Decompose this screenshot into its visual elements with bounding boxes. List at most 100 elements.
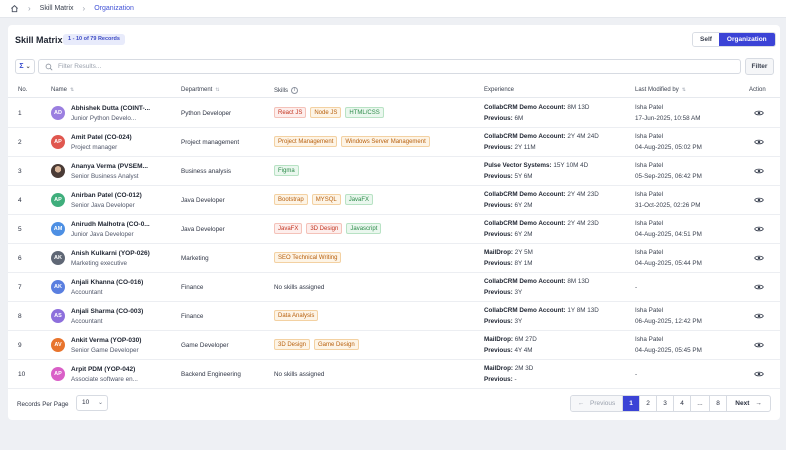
table-row[interactable]: 8 AS Anjali Sharma (CO-003) Accountant Finan…: [8, 302, 780, 331]
experience-company: CollabCRM Demo Account:: [484, 133, 566, 140]
sort-icon[interactable]: ⇅: [70, 87, 75, 93]
table-row[interactable]: 9 AV Ankit Verma (YOP-030) Senior Game Deve…: [8, 331, 780, 360]
employee-name[interactable]: Amit Patel (CO-024): [71, 134, 132, 141]
column-header-name[interactable]: Name ⇅: [51, 87, 74, 93]
view-eye-icon[interactable]: [754, 370, 764, 378]
avatar: [51, 164, 65, 178]
skill-tag: JavaFX: [344, 194, 374, 205]
table-row[interactable]: 7 AK Anjali Khanna (CO-016) Accountant Finan…: [8, 273, 780, 302]
experience-company: CollabCRM Demo Account:: [484, 220, 566, 227]
sort-icon[interactable]: ⇅: [215, 87, 220, 93]
skills-list: Figma: [274, 165, 299, 176]
view-eye-icon[interactable]: [754, 283, 764, 291]
skill-tag: Windows Server Management: [341, 136, 430, 147]
table-row[interactable]: 5 AM Anirudh Malhotra (CO-0... Junior Java …: [8, 215, 780, 244]
page-button[interactable]: 2: [640, 396, 657, 411]
current-experience: CollabCRM Demo Account: 8M 13D: [484, 104, 589, 111]
column-header-last-modified[interactable]: Last Modified by ⇅: [635, 87, 686, 93]
previous-label: Previous:: [484, 173, 513, 180]
skills-list: SEO Technical Writing: [274, 252, 342, 263]
view-eye-icon[interactable]: [754, 254, 764, 262]
skill-tag: Game Design: [314, 339, 359, 350]
employee-name[interactable]: Arpit PDM (YOP-042): [71, 366, 136, 373]
self-view-button[interactable]: Self: [693, 33, 719, 46]
last-modified-at: 04-Aug-2025, 04:51 PM: [635, 231, 702, 238]
no-skills-text: No skills assigned: [274, 284, 325, 291]
table-row[interactable]: 3 Ananya Verma (PVSEM... Senior Business A…: [8, 157, 780, 186]
column-header-experience: Experience: [484, 87, 514, 93]
column-label: Department: [181, 87, 213, 93]
column-label: Skills: [274, 87, 289, 94]
aggregate-dropdown-button[interactable]: Σ ⌄: [15, 59, 35, 74]
previous-label: Previous:: [484, 231, 513, 238]
employee-name[interactable]: Anish Kulkarni (YOP-026): [71, 250, 150, 257]
employee-role: Senior Java Developer: [71, 202, 135, 209]
employee-name[interactable]: Ankit Verma (YOP-030): [71, 337, 142, 344]
breadcrumb-skill-matrix[interactable]: Skill Matrix: [39, 5, 74, 12]
employee-name[interactable]: Anirban Patel (CO-012): [71, 192, 142, 199]
employee-name[interactable]: Abhishek Dutta (COINT-...: [71, 105, 151, 112]
page-button[interactable]: 1: [623, 396, 640, 411]
department-text: Business analysis: [181, 168, 232, 175]
department-text: Finance: [181, 284, 204, 291]
table-row[interactable]: 4 AP Anirban Patel (CO-012) Senior Java Dev…: [8, 186, 780, 215]
table-row[interactable]: 1 AD Abhishek Dutta (COINT-... Junior Pytho…: [8, 99, 780, 128]
row-number: 8: [18, 313, 22, 320]
employee-name[interactable]: Anjali Sharma (CO-003): [71, 308, 144, 315]
experience-duration: 2M 3D: [514, 365, 534, 372]
table-row[interactable]: 6 AK Anish Kulkarni (YOP-026) Marketing exe…: [8, 244, 780, 273]
breadcrumb-organization[interactable]: Organization: [94, 5, 134, 12]
view-eye-icon[interactable]: [754, 167, 764, 175]
filter-button[interactable]: Filter: [745, 58, 774, 75]
breadcrumb-bar: › Skill Matrix › Organization: [0, 0, 786, 18]
page-button[interactable]: 3: [657, 396, 674, 411]
current-experience: MailDrop: 2M 3D: [484, 365, 533, 372]
view-eye-icon[interactable]: [754, 109, 764, 117]
avatar: AK: [51, 280, 65, 294]
experience-duration: 6M 27D: [514, 336, 537, 343]
arrow-right-icon: →: [755, 400, 762, 407]
skills-list: Project Management Windows Server Managem…: [274, 136, 430, 147]
avatar: AV: [51, 338, 65, 352]
search-input[interactable]: [58, 63, 658, 70]
sort-icon[interactable]: ⇅: [681, 87, 686, 93]
page-button[interactable]: 4: [674, 396, 691, 411]
experience-company: MailDrop:: [484, 249, 514, 256]
skill-tag: 3D Design: [274, 339, 311, 350]
previous-label: Previous:: [484, 347, 513, 354]
previous-duration: 6Y 2M: [514, 231, 533, 238]
records-count-badge: 1 - 10 of 79 Records: [63, 34, 125, 45]
experience-company: Pulse Vector Systems:: [484, 162, 552, 169]
sigma-icon: Σ: [19, 63, 24, 70]
column-header-department[interactable]: Department ⇅: [181, 87, 220, 93]
previous-duration: 2Y 11M: [514, 144, 536, 151]
department-text: Python Developer: [181, 110, 232, 117]
previous-page-button[interactable]: ← Previous: [571, 396, 623, 411]
view-eye-icon[interactable]: [754, 225, 764, 233]
last-modified-by: Isha Patel: [635, 336, 664, 343]
home-icon[interactable]: [10, 4, 19, 13]
employee-name[interactable]: Anjali Khanna (CO-016): [71, 279, 144, 286]
row-number: 10: [18, 371, 26, 378]
next-page-button[interactable]: Next →: [727, 396, 770, 411]
records-per-page-select[interactable]: 10 ⌄: [76, 395, 108, 411]
column-label: Name: [51, 87, 68, 93]
view-eye-icon[interactable]: [754, 196, 764, 204]
previous-experience: Previous: 4Y 4M: [484, 347, 533, 354]
previous-experience: Previous: 5Y 6M: [484, 173, 533, 180]
avatar: AD: [51, 106, 65, 120]
view-eye-icon[interactable]: [754, 312, 764, 320]
skill-tag: MYSQL: [311, 194, 341, 205]
table-row[interactable]: 10 AP Arpit PDM (YOP-042) Associate softwar…: [8, 360, 780, 389]
view-eye-icon[interactable]: [754, 341, 764, 349]
table-row[interactable]: 2 AP Amit Patel (CO-024) Project manager Pro…: [8, 128, 780, 157]
view-eye-icon[interactable]: [754, 138, 764, 146]
view-toggle: Self Organization: [692, 32, 776, 47]
search-box[interactable]: [38, 59, 741, 74]
page-button[interactable]: 8: [710, 396, 727, 411]
organization-view-button[interactable]: Organization: [718, 33, 775, 46]
employee-name[interactable]: Ananya Verma (PVSEM...: [71, 163, 148, 170]
employee-name[interactable]: Anirudh Malhotra (CO-0...: [71, 221, 150, 228]
info-icon[interactable]: i: [291, 87, 299, 94]
chevron-down-icon: ⌄: [97, 400, 103, 406]
